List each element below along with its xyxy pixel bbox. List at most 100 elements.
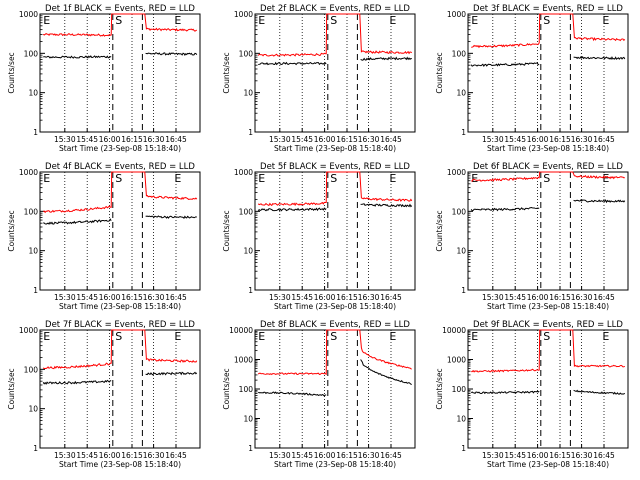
interval-marker: E <box>43 14 50 27</box>
interval-marker: E <box>174 172 181 185</box>
x-tick-label: 16:00 <box>527 451 549 460</box>
y-tick-label: 1000 <box>19 168 38 177</box>
events-rate-line <box>145 52 198 57</box>
y-tick-label: 1 <box>248 128 253 137</box>
lld-rate-line <box>42 329 198 370</box>
interval-marker: E <box>43 172 50 185</box>
interval-marker: S <box>543 330 550 343</box>
y-tick-label: 1 <box>33 444 38 453</box>
plot-frame <box>254 171 416 291</box>
events-rate-line <box>360 203 413 208</box>
x-tick-label: 15:30 <box>54 293 76 302</box>
panel-9: Det 9f BLACK = Events, RED = LLD 15:30 15:… <box>435 320 629 469</box>
y-tick-label: 10 <box>243 415 253 424</box>
x-axis-label: Start Time (23-Sep-08 15:18:40) <box>274 460 396 469</box>
x-axis-label: Start Time (23-Sep-08 15:18:40) <box>59 302 181 311</box>
y-tick-label: 1000 <box>447 168 466 177</box>
interval-marker: S <box>543 14 550 27</box>
interval-marker: S <box>330 172 337 185</box>
panel-title: Det 8f BLACK = Events, RED = LLD <box>260 320 410 330</box>
interval-marker: E <box>602 172 609 185</box>
x-tick-label: 16:45 <box>380 135 402 144</box>
interval-marker: S <box>330 14 337 27</box>
y-tick-label: 10000 <box>229 326 253 335</box>
events-rate-line <box>360 56 412 61</box>
x-axis-label: Start Time (23-Sep-08 15:18:40) <box>59 460 181 469</box>
x-tick-label: 15:45 <box>504 135 526 144</box>
interval-marker: E <box>174 330 181 343</box>
plot-frame <box>467 329 629 449</box>
y-tick-label: 100 <box>452 49 467 58</box>
x-tick-label: 16:15 <box>549 135 571 144</box>
x-axis-label: Start Time (23-Sep-08 15:18:40) <box>487 460 609 469</box>
interval-marker: E <box>258 172 265 185</box>
interval-marker: E <box>602 14 609 27</box>
panel-3: Det 3f BLACK = Events, RED = LLD 15:30 15:… <box>435 4 629 153</box>
x-tick-label: 16:30 <box>571 451 593 460</box>
interval-marker: S <box>543 172 550 185</box>
x-tick-label: 15:45 <box>76 451 98 460</box>
x-axis-label: Start Time (23-Sep-08 15:18:40) <box>59 144 181 153</box>
x-tick-label: 16:30 <box>358 451 380 460</box>
x-tick-label: 15:30 <box>269 451 291 460</box>
x-tick-label: 16:30 <box>358 135 380 144</box>
x-tick-label: 15:45 <box>76 135 98 144</box>
y-tick-label: 1000 <box>234 356 253 365</box>
events-rate-line <box>573 56 626 60</box>
y-tick-label: 100 <box>239 207 254 216</box>
y-tick-label: 100 <box>452 207 467 216</box>
panel-title: Det 6f BLACK = Events, RED = LLD <box>473 162 623 172</box>
events-rate-line <box>42 379 112 385</box>
interval-marker: S <box>115 14 122 27</box>
x-tick-label: 16:15 <box>336 293 358 302</box>
panel-title: Det 9f BLACK = Events, RED = LLD <box>473 320 623 330</box>
y-tick-label: 10 <box>456 89 466 98</box>
x-tick-label: 16:00 <box>99 293 121 302</box>
interval-marker: E <box>174 14 181 27</box>
x-tick-label: 15:30 <box>54 451 76 460</box>
y-tick-label: 100 <box>239 385 254 394</box>
x-tick-label: 16:00 <box>527 293 549 302</box>
interval-marker: S <box>330 330 337 343</box>
y-axis-label: Counts/sec <box>222 52 231 93</box>
events-rate-line <box>360 359 412 385</box>
interval-marker: S <box>115 172 122 185</box>
panel-7: Det 7f BLACK = Events, RED = LLD 15:30 15:… <box>7 320 201 469</box>
x-tick-label: 16:15 <box>121 135 143 144</box>
lld-rate-line <box>471 329 625 373</box>
interval-marker: E <box>602 330 609 343</box>
plot-frame <box>467 171 629 291</box>
y-tick-label: 100 <box>24 49 39 58</box>
x-tick-label: 16:15 <box>336 135 358 144</box>
events-rate-line <box>43 218 112 225</box>
panel-title: Det 2f BLACK = Events, RED = LLD <box>260 4 410 14</box>
y-tick-label: 1 <box>33 286 38 295</box>
x-tick-label: 16:45 <box>165 451 187 460</box>
x-tick-label: 16:30 <box>143 451 165 460</box>
x-tick-label: 16:45 <box>593 293 615 302</box>
x-tick-label: 15:30 <box>269 135 291 144</box>
y-tick-label: 1 <box>461 286 466 295</box>
y-tick-label: 1 <box>248 286 253 295</box>
y-axis-label: Counts/sec <box>435 368 444 409</box>
x-tick-label: 15:30 <box>482 293 504 302</box>
events-rate-line <box>258 61 327 66</box>
x-tick-label: 16:45 <box>593 451 615 460</box>
lld-rate-line <box>257 13 413 57</box>
x-tick-label: 16:45 <box>165 135 187 144</box>
events-rate-line <box>145 371 198 376</box>
panel-4: Det 4f BLACK = Events, RED = LLD 15:30 15:… <box>7 162 201 311</box>
events-rate-line <box>470 390 540 395</box>
lld-rate-line <box>471 171 625 182</box>
panel-title: Det 4f BLACK = Events, RED = LLD <box>45 162 195 172</box>
x-tick-label: 15:30 <box>482 135 504 144</box>
x-tick-label: 15:30 <box>482 451 504 460</box>
y-tick-label: 1 <box>33 128 38 137</box>
x-tick-label: 16:15 <box>121 293 143 302</box>
y-tick-label: 1000 <box>19 326 38 335</box>
panel-8: Det 8f BLACK = Events, RED = LLD 15:30 15:… <box>222 320 416 469</box>
lld-rate-line <box>43 171 198 214</box>
interval-marker: S <box>115 330 122 343</box>
lld-rate-line <box>257 329 412 376</box>
x-tick-label: 16:15 <box>121 451 143 460</box>
